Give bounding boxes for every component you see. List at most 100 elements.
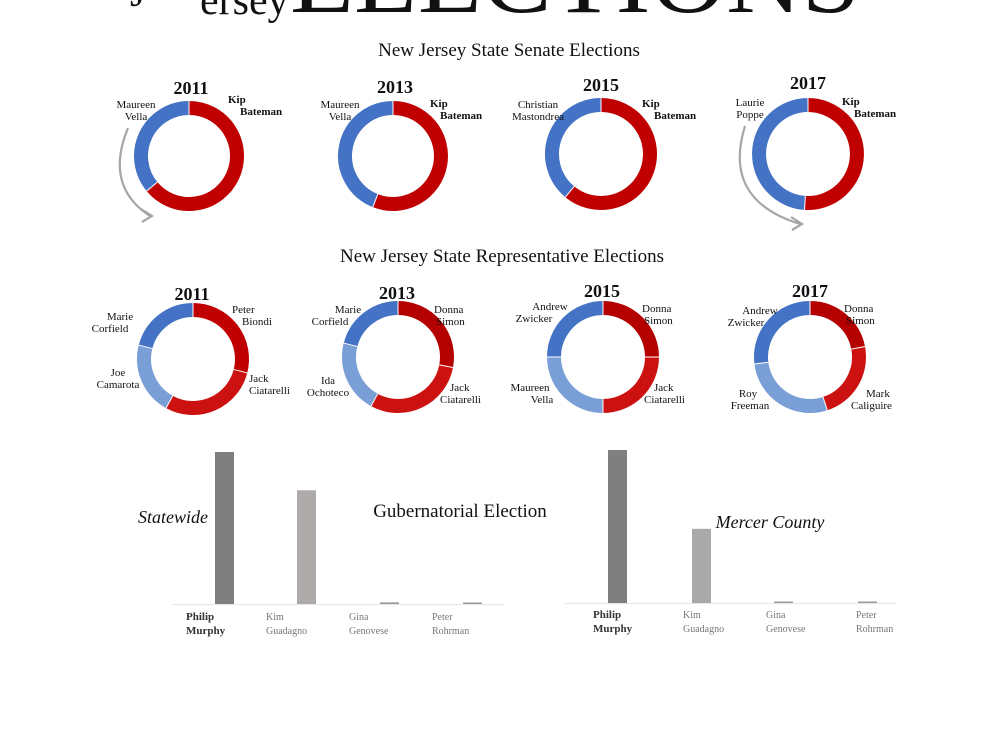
senate-2017-label-laurie-poppe: Laurie Poppe	[736, 97, 765, 121]
senate-2013-separator	[372, 193, 379, 208]
senate-2015-separator	[564, 186, 575, 198]
senate-2017-slice-kip-bateman	[804, 98, 864, 210]
senate-2013-label-kip-bateman: Kip Bateman	[430, 98, 482, 122]
rep-2017-slice-roy-freeman	[754, 361, 828, 413]
rep-2015-slice-jack-ciatarelli	[602, 356, 659, 413]
senate-2017-arrow-head	[790, 216, 805, 231]
rep-2017-donut: 2017 Donna Simon Mark Caliguire Roy Freeman And…	[728, 281, 892, 413]
rep-2013-separator	[439, 364, 454, 368]
bar-statewide-label-gina-genovese: Gina Genovese	[349, 612, 389, 637]
rep-2013-slice-jack-ciatarelli	[371, 364, 454, 413]
bar-statewide-bar-gina-genovese	[380, 602, 399, 604]
rep-2017-separator	[822, 396, 828, 411]
rep-2013-label-marie-corfield: Marie Corfield	[312, 304, 362, 328]
senate-heading: New Jersey State Senate Elections	[378, 40, 640, 61]
rep-2011-donut: 2011 Peter Biondi Jack Ciatarelli Joe Camarota…	[92, 284, 290, 415]
rep-2011-title: 2011	[174, 284, 209, 304]
rep-2013-label-donna-simon: Donna Simon	[434, 304, 465, 328]
rep-2011-label-joe-camarota: Joe Camarota	[97, 367, 140, 391]
bar-statewide-title: Statewide	[138, 507, 208, 527]
rep-2011-slice-joe-camarota	[137, 345, 174, 409]
senate-2011-label-maureen-vella: Maureen Vella	[116, 99, 156, 123]
rep-2015-label-donna-simon: Donna Simon	[642, 303, 673, 327]
bar-mercer-label-peter-rohrman: Peter Rohrman	[856, 610, 893, 635]
senate-2011-label-kip-bateman: Kip Bateman	[228, 94, 282, 118]
senate-2015-slice-christian-mastondrea	[545, 98, 602, 198]
bar-mercer-label-philip-murphy: Philip Murphy	[593, 609, 633, 635]
rep-2015-label-andrew-zwicker: Andrew Zwicker	[516, 301, 568, 325]
rep-2015-slice-andrew-zwicker	[547, 301, 604, 358]
rep-2017-separator	[851, 346, 866, 350]
rep-2011-separator	[165, 395, 174, 409]
rep-2017-label-mark-caliguire: Mark Caliguire	[851, 388, 892, 412]
rep-2013-slice-marie-corfield	[343, 301, 399, 347]
bar-mercer-bar-gina-genovese	[774, 601, 793, 603]
rep-2013-label-jack-ciatarelli: Jack Ciatarelli	[440, 382, 481, 406]
senate-2011-arrow-head	[140, 208, 155, 223]
rep-2017-label-roy-freeman: Roy Freeman	[731, 388, 770, 412]
bar-statewide-bar-philip-murphy	[215, 452, 234, 604]
rep-2013-donut: 2013 Donna Simon Jack Ciatarelli Ida Ochoteco M…	[307, 283, 481, 413]
senate-2013-label-maureen-vella: Maureen Vella	[320, 99, 360, 123]
senate-2011-title: 2011	[173, 78, 208, 98]
rep-2011-slice-marie-corfield	[138, 303, 194, 349]
rep-2011-label-peter-biondi: Peter Biondi	[232, 304, 272, 328]
rep-2013-slice-donna-simon	[397, 301, 454, 368]
rep-2017-separator	[754, 361, 769, 365]
rep-2013-separator	[343, 342, 358, 348]
senate-2011-slice-maureen-vella	[134, 101, 190, 192]
senate-2013-title: 2013	[377, 77, 413, 97]
senate-2017-donut: 2017 Kip Bateman Laurie Poppe	[736, 73, 896, 231]
rep-heading: New Jersey State Representative Election…	[340, 246, 664, 267]
senate-2015-label-kip-bateman: Kip Bateman	[642, 98, 696, 122]
bar-statewide-label-kim-guadagno: Kim Guadagno	[266, 612, 307, 637]
rep-2013-separator	[370, 393, 379, 407]
senate-2011-slice-kip-bateman	[146, 101, 244, 211]
senate-2017-title: 2017	[790, 73, 826, 93]
rep-2011-label-jack-ciatarelli: Jack Ciatarelli	[249, 373, 290, 397]
header: ersey ELECTIONS J	[130, 0, 860, 33]
bar-mercer-label-gina-genovese: Gina Genovese	[766, 610, 806, 635]
rep-2017-label-donna-simon: Donna Simon	[844, 303, 875, 327]
senate-2017-slice-laurie-poppe	[752, 98, 809, 210]
rep-2015-label-maureen-vella: Maureen Vella	[510, 382, 553, 406]
senate-2011-separator	[146, 181, 158, 192]
senate-2017-arrow	[738, 125, 801, 226]
senate-2015-donut: 2015 Kip Bateman Christian Mastondrea	[512, 75, 696, 210]
rep-2011-slice-jack-ciatarelli	[166, 369, 248, 415]
bar-statewide-bar-peter-rohrman	[463, 602, 482, 604]
senate-2013-slice-maureen-vella	[338, 101, 394, 208]
senate-2013-donut: 2013 Kip Bateman Maureen Vella	[320, 77, 482, 211]
rep-2015-slice-maureen-vella	[547, 356, 604, 413]
rep-2017-slice-donna-simon	[809, 301, 865, 350]
bar-statewide-label-peter-rohrman: Peter Rohrman	[432, 612, 469, 637]
header-title-large: ELECTIONS	[290, 0, 860, 33]
header-letter-j: J	[130, 0, 146, 15]
rep-2015-slice-donna-simon	[602, 301, 659, 358]
rep-2011-separator	[233, 368, 248, 374]
senate-2015-slice-kip-bateman	[565, 98, 657, 210]
rep-2017-label-andrew-zwicker: Andrew Zwicker	[728, 305, 778, 329]
senate-2013-slice-kip-bateman	[372, 101, 448, 211]
senate-2017-label-kip-bateman: Kip Bateman	[842, 96, 896, 120]
rep-2017-title: 2017	[792, 281, 828, 301]
rep-2013-label-ida-ochoteco: Ida Ochoteco	[307, 375, 350, 399]
rep-2011-separator	[138, 344, 153, 350]
rep-2015-label-jack-ciatarelli: Jack Ciatarelli	[644, 382, 685, 406]
bar-mercer-label-kim-guadagno: Kim Guadagno	[683, 610, 724, 635]
senate-2011-donut: 2011 Kip Bateman Maureen Vella	[116, 78, 282, 223]
rep-2015-donut: 2015 Donna Simon Jack Ciatarelli Maureen Vella…	[510, 281, 685, 413]
rep-2013-title: 2013	[379, 283, 415, 303]
bar-mercer-bar-peter-rohrman	[858, 601, 877, 603]
rep-2015-title: 2015	[584, 281, 620, 301]
bar-statewide-label-philip-murphy: Philip Murphy	[186, 611, 226, 637]
statewide-bar-chart: Philip Murphy Kim Guadagno Gina Genovese Peter…	[138, 452, 505, 637]
rep-2017-slice-mark-caliguire	[822, 346, 866, 411]
bar-mercer-bar-kim-guadagno	[692, 528, 711, 603]
gov-heading: Gubernatorial Election	[373, 501, 547, 522]
rep-2011-slice-peter-biondi	[192, 303, 249, 373]
rep-2011-label-marie-corfield: Marie Corfield	[92, 311, 134, 335]
rep-2013-slice-ida-ochoteco	[342, 343, 379, 407]
senate-2015-label-christian-mastondrea: Christian Mastondrea	[512, 99, 564, 123]
